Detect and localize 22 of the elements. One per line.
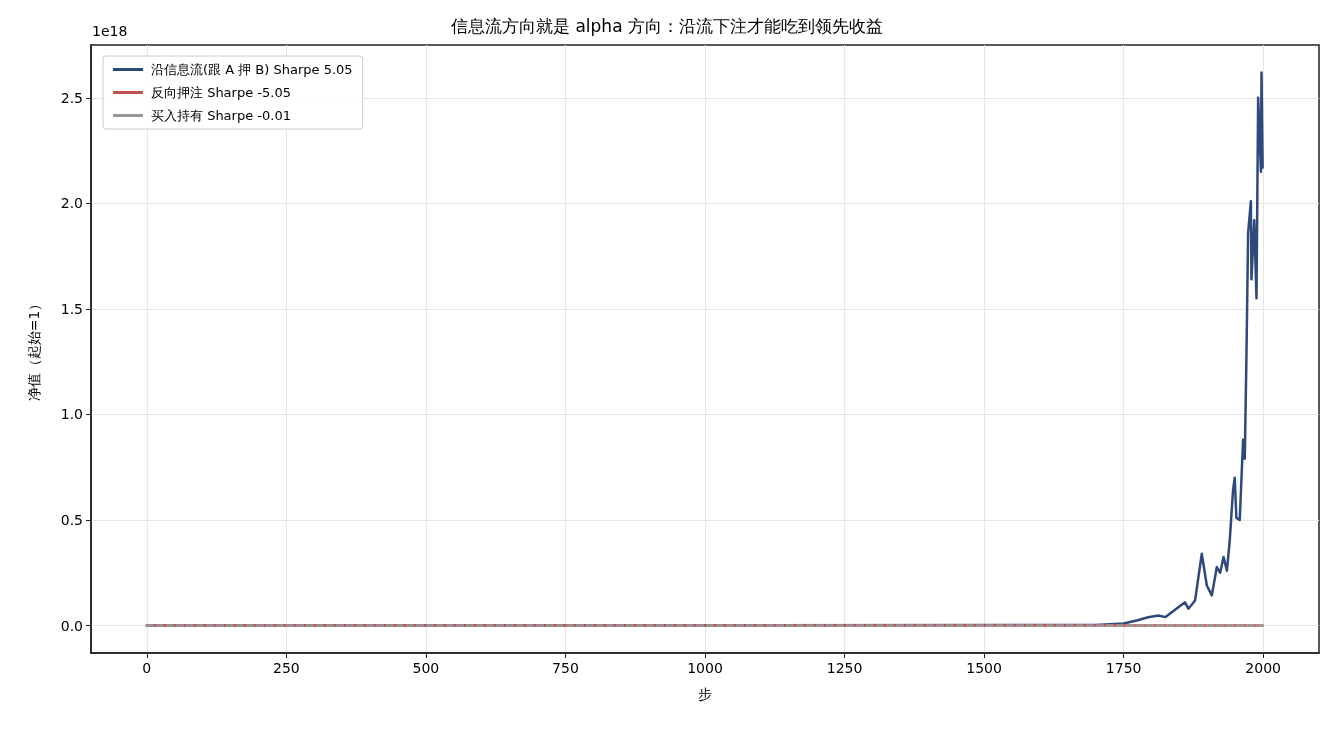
legend-label: 反向押注 Sharpe -5.05 bbox=[151, 85, 291, 100]
x-tick-label: 0 bbox=[142, 660, 152, 676]
x-tick-label: 500 bbox=[412, 660, 440, 676]
y-tick-label: 1.0 bbox=[60, 406, 83, 423]
y-tick-label: 1.5 bbox=[60, 300, 83, 317]
y-tick-label: 0.5 bbox=[60, 512, 83, 528]
x-tick-label: 1250 bbox=[826, 660, 863, 676]
y-tick-label: 2.0 bbox=[60, 195, 83, 212]
y-axis-title: 净值（起始=1） bbox=[26, 296, 42, 402]
x-tick-label: 750 bbox=[552, 660, 579, 676]
y-tick-label: 2.5 bbox=[60, 89, 83, 106]
x-tick-label: 250 bbox=[273, 660, 300, 676]
text: 1e18 bbox=[92, 23, 128, 39]
chart-title: 信息流方向就是 alpha 方向：沿流下注才能吃到领先收益 bbox=[451, 15, 883, 36]
x-tick-label: 1500 bbox=[966, 660, 1002, 676]
x-tick-label: 2000 bbox=[1245, 660, 1281, 676]
y-tick-label: 0.0 bbox=[60, 617, 83, 634]
x-axis-title: 步 bbox=[698, 686, 712, 702]
legend-label: 沿信息流(跟 A 押 B) Sharpe 5.05 bbox=[151, 62, 353, 77]
x-tick-label: 1000 bbox=[687, 660, 723, 676]
x-tick-label: 1750 bbox=[1105, 660, 1142, 676]
legend-label: 买入持有 Sharpe -0.01 bbox=[151, 108, 291, 123]
